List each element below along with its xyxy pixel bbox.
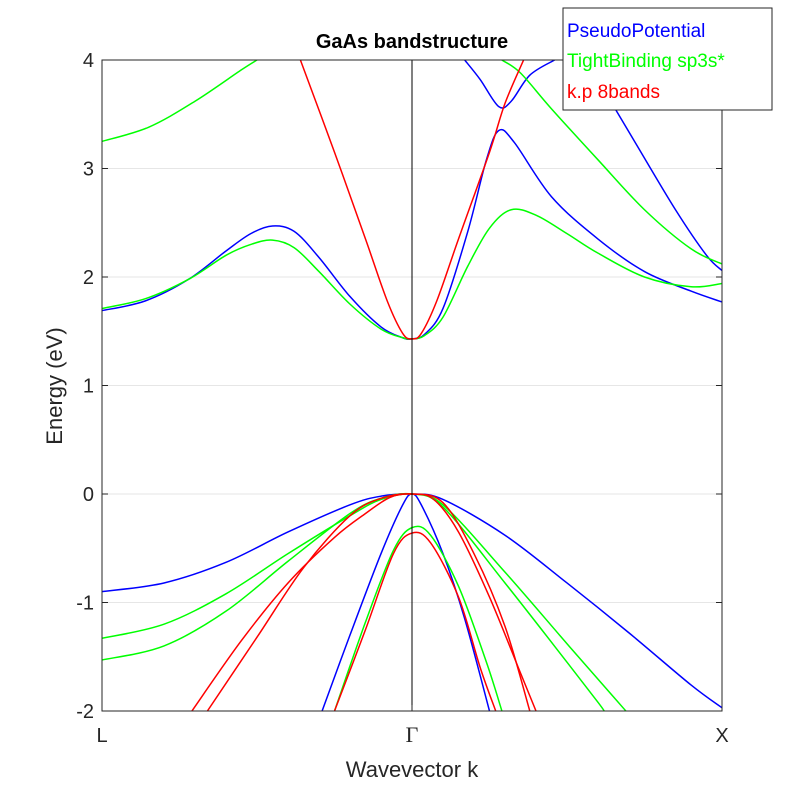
x-tick-label: Γ bbox=[406, 722, 419, 747]
x-axis-label: Wavevector k bbox=[346, 757, 479, 782]
series-0-band-1-line bbox=[464, 60, 555, 109]
x-tick-label: X bbox=[715, 725, 728, 747]
y-tick-label: -1 bbox=[76, 593, 94, 615]
y-tick-label: 2 bbox=[83, 267, 94, 289]
y-tick-label: 0 bbox=[83, 484, 94, 506]
series-2-band-2-line bbox=[206, 493, 531, 711]
chart-title: GaAs bandstructure bbox=[316, 31, 508, 53]
legend-entry-kp: k.p 8bands bbox=[567, 82, 660, 103]
legend-entry-tightbinding: TightBinding sp3s* bbox=[567, 51, 725, 72]
series-2-band-0-line bbox=[299, 60, 525, 340]
y-tick-label: 1 bbox=[83, 376, 94, 398]
legend-box bbox=[562, 7, 773, 111]
series-2-band-3-line bbox=[333, 531, 497, 711]
y-axis-label: Energy (eV) bbox=[42, 327, 67, 444]
legend-entry-pseudopotential: PseudoPotential bbox=[567, 21, 705, 42]
y-tick-label: 4 bbox=[83, 50, 94, 72]
series-1-band-2-line bbox=[501, 60, 722, 265]
series-1-band-5-line bbox=[333, 525, 503, 711]
series-1-band-1-line bbox=[102, 60, 258, 143]
y-tick-label: -2 bbox=[76, 701, 94, 723]
x-tick-label: L bbox=[96, 725, 107, 747]
y-tick-label: 3 bbox=[83, 159, 94, 181]
legend: PseudoPotential TightBinding sp3s* k.p 8… bbox=[562, 7, 773, 111]
axis-ticks: -2 -1 0 1 2 3 4 L Γ X bbox=[76, 50, 728, 747]
